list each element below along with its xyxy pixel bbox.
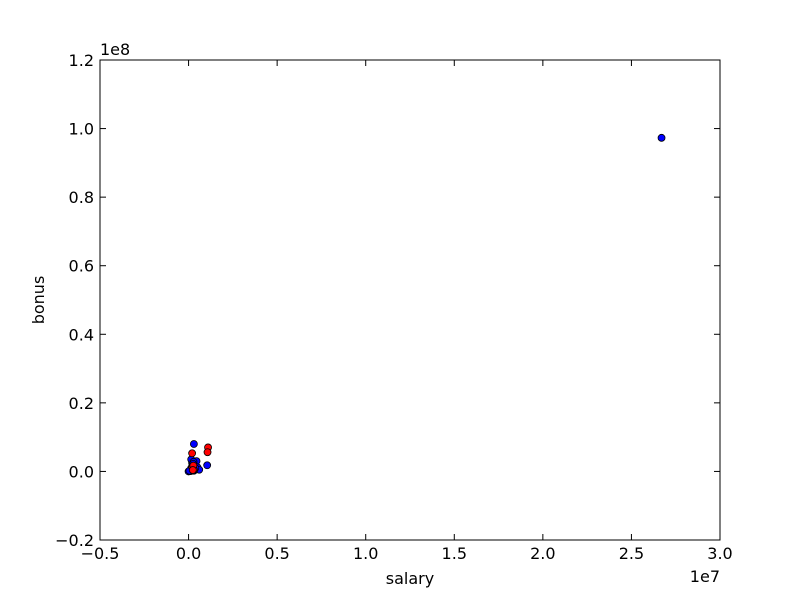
blue-data-point — [203, 461, 212, 470]
y-tick-label: 0.4 — [69, 325, 94, 344]
y-tick-label: 0.8 — [69, 188, 94, 207]
y-tick-label: 0.0 — [69, 462, 94, 481]
blue-data-point — [657, 133, 666, 142]
red-data-point — [203, 448, 212, 457]
y-axis-label: bonus — [29, 276, 48, 325]
x-tick-label: 2.5 — [619, 544, 644, 563]
y-tick-label: 1.2 — [69, 51, 94, 70]
y-tick-label: 1.0 — [69, 120, 94, 139]
y-offset-label: 1e8 — [100, 40, 130, 59]
x-tick-label: 3.0 — [707, 544, 732, 563]
red-data-point — [188, 466, 197, 474]
plot-frame — [99, 59, 721, 541]
x-tick-label: 1.5 — [442, 544, 467, 563]
x-offset-label: 1e7 — [690, 567, 720, 586]
x-tick-label: −0.5 — [81, 544, 120, 563]
x-tick-label: 2.0 — [530, 544, 555, 563]
y-tick-label: −0.2 — [55, 531, 94, 550]
y-tick-label: 0.2 — [69, 394, 94, 413]
tick-labels: −0.5 0.0 0.5 1.0 1.5 2.0 2.5 3.0 −0.2 0.0 0.2 0.4 0.… — [55, 51, 733, 563]
x-tick-label: 1.0 — [353, 544, 378, 563]
data-points — [184, 133, 666, 476]
x-tick-label: 0.5 — [264, 544, 289, 563]
x-tick-label: 0.0 — [176, 544, 201, 563]
red-data-point — [188, 449, 197, 458]
blue-data-point — [189, 440, 198, 448]
x-axis-label: salary — [386, 569, 434, 588]
y-tick-label: 0.6 — [69, 257, 94, 276]
